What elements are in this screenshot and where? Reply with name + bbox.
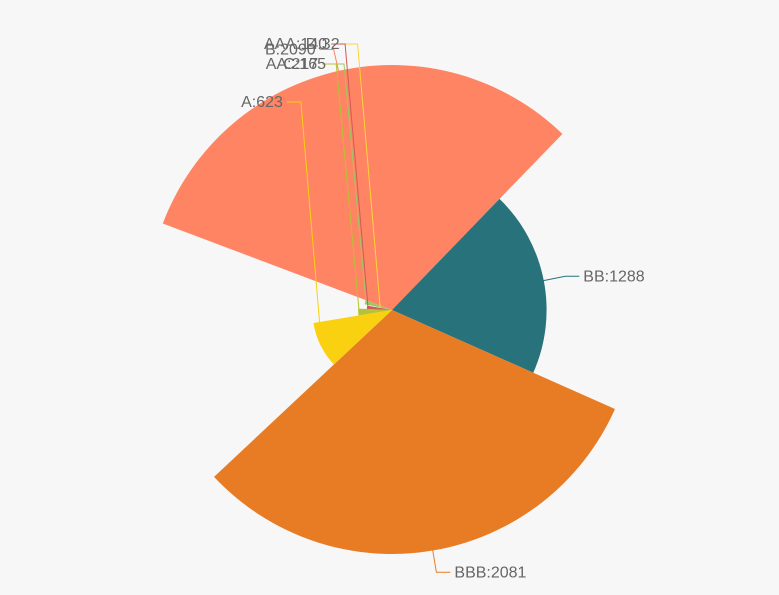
- leader-line-a: [286, 101, 322, 345]
- slice-b[interactable]: [162, 65, 563, 311]
- slice-label-c: C:165: [283, 56, 326, 73]
- slice-aa[interactable]: [358, 308, 392, 316]
- slice-label-d: D:32: [306, 36, 340, 53]
- slice-label-bbb: BBB:2081: [454, 564, 526, 581]
- slice-label-a: A:623: [241, 94, 283, 111]
- slice-bbb[interactable]: [214, 310, 615, 554]
- slice-label-b: B:2090: [265, 42, 316, 59]
- leader-line-aaa: [331, 43, 369, 308]
- slice-d[interactable]: [379, 307, 392, 310]
- slice-label-aa: AA:217: [266, 56, 319, 73]
- slice-bb[interactable]: [392, 198, 547, 373]
- leader-line-aa: [322, 63, 360, 313]
- slice-label-bb: BB:1288: [583, 268, 644, 285]
- slice-a[interactable]: [313, 310, 392, 365]
- pie-slices: [162, 65, 615, 554]
- leader-lines: [286, 43, 580, 573]
- leader-line-b: [319, 49, 340, 73]
- slice-c[interactable]: [364, 300, 392, 310]
- slice-label-aaa: AAA:140: [264, 36, 327, 53]
- slice-aaa[interactable]: [366, 305, 392, 310]
- leader-line-d: [343, 43, 381, 308]
- leader-line-bbb: [432, 549, 451, 573]
- leader-line-bb: [542, 275, 580, 282]
